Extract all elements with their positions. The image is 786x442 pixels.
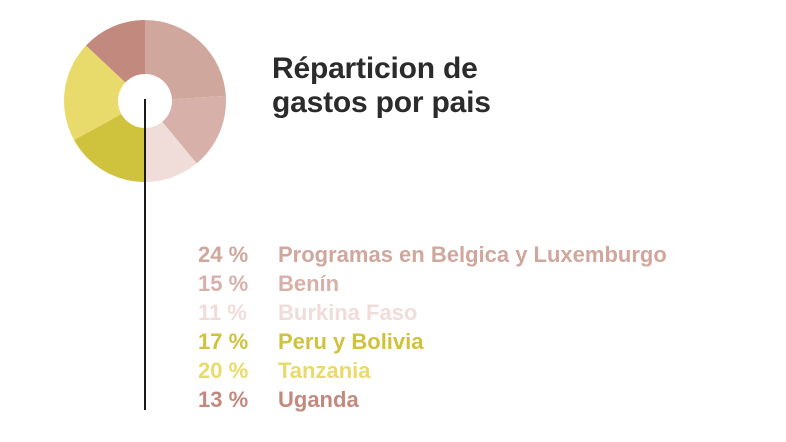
chart-title-line-2: gastos por pais — [272, 86, 491, 119]
legend-percent-label: 15 % — [198, 271, 249, 296]
legend-category-label: Programas en Belgica y Luxemburgo — [278, 242, 667, 267]
legend-item: 20 % Tanzania — [198, 356, 667, 385]
legend-category-label: Benín — [278, 271, 340, 296]
legend-item: 13 % Uganda — [198, 385, 667, 414]
chart-title-line-1: Réparticion de — [272, 52, 478, 85]
legend-item: 15 % Benín — [198, 269, 667, 298]
legend-percent-label: 13 % — [198, 387, 249, 412]
legend-item: 11 % Burkina Faso — [198, 298, 667, 327]
legend-percent-label: 20 % — [198, 358, 249, 383]
legend-category-label: Burkina Faso — [278, 300, 418, 325]
legend-category-label: Peru y Bolivia — [278, 329, 424, 354]
legend-item: 24 % Programas en Belgica y Luxemburgo — [198, 240, 667, 269]
pie-slice — [145, 20, 226, 101]
legend-category-label: Uganda — [278, 387, 359, 412]
pie-slice — [63, 45, 145, 141]
legend-percent-label: 17 % — [198, 329, 249, 354]
legend-percent-label: 24 % — [198, 242, 249, 267]
legend-percent-label: 11 % — [198, 300, 247, 325]
legend-category-label: Tanzania — [278, 358, 371, 383]
legend: 24 % Programas en Belgica y Luxemburgo 15 … — [198, 240, 667, 414]
chart-title: Réparticion de gastos por pais — [272, 52, 491, 120]
legend-item: 17 % Peru y Bolivia — [198, 327, 667, 356]
